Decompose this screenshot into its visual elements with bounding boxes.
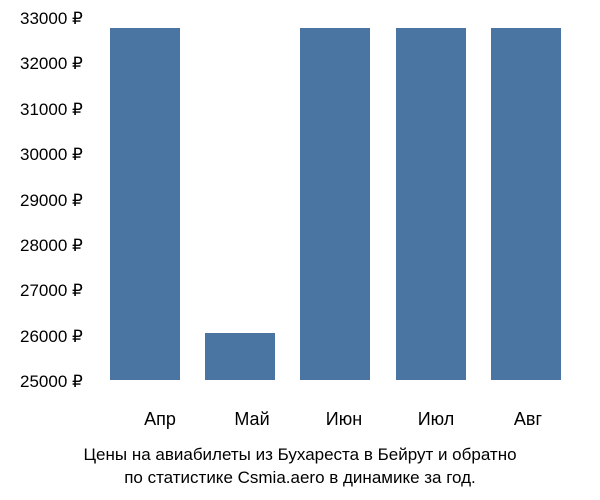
bar-Июн xyxy=(300,28,370,380)
x-tick: Май xyxy=(217,409,287,430)
chart-caption: Цены на авиабилеты из Бухареста в Бейрут… xyxy=(20,444,580,490)
caption-line-2: по статистике Csmia.aero в динамике за г… xyxy=(124,468,476,487)
y-tick: 33000 ₽ xyxy=(20,10,83,27)
bar-Май xyxy=(205,333,275,380)
bars-container xyxy=(91,20,580,380)
x-axis: Апр Май Июн Июл Авг xyxy=(108,409,580,430)
chart-area: 33000 ₽ 32000 ₽ 31000 ₽ 30000 ₽ 29000 ₽ 28000… xyxy=(20,10,580,403)
caption-line-1: Цены на авиабилеты из Бухареста в Бейрут… xyxy=(83,445,516,464)
y-tick: 26000 ₽ xyxy=(20,328,83,345)
bar-Авг xyxy=(491,28,561,380)
x-tick: Апр xyxy=(125,409,195,430)
x-tick: Июн xyxy=(309,409,379,430)
y-tick: 32000 ₽ xyxy=(20,55,83,72)
y-tick: 27000 ₽ xyxy=(20,282,83,299)
plot-area xyxy=(91,10,580,390)
y-tick: 25000 ₽ xyxy=(20,373,83,390)
y-tick: 31000 ₽ xyxy=(20,101,83,118)
bar-Апр xyxy=(110,28,180,380)
y-axis: 33000 ₽ 32000 ₽ 31000 ₽ 30000 ₽ 29000 ₽ 28000… xyxy=(20,10,91,390)
x-tick: Июл xyxy=(401,409,471,430)
y-tick: 29000 ₽ xyxy=(20,192,83,209)
bar-Июл xyxy=(396,28,466,380)
x-tick: Авг xyxy=(493,409,563,430)
y-tick: 30000 ₽ xyxy=(20,146,83,163)
y-tick: 28000 ₽ xyxy=(20,237,83,254)
